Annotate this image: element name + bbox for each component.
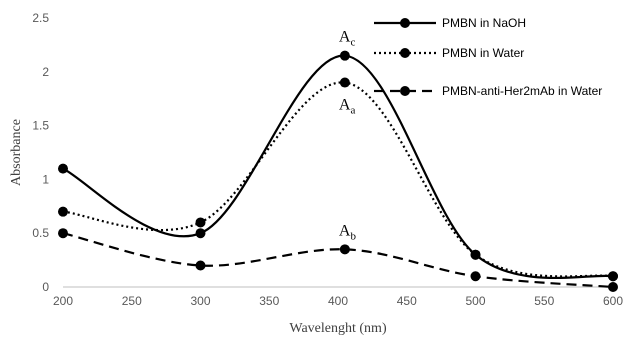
x-axis-ticks: 200 250 300 350 400 450 500 550 600 bbox=[53, 294, 623, 308]
legend-marker bbox=[400, 18, 410, 28]
y-axis-ticks: 0 0.5 1 1.5 2 2.5 bbox=[32, 11, 49, 294]
x-tick-label: 200 bbox=[53, 294, 73, 308]
y-tick-label: 0.5 bbox=[32, 226, 49, 240]
data-point bbox=[608, 271, 618, 282]
legend-label: PMBN in NaOH bbox=[442, 16, 526, 30]
data-point bbox=[339, 77, 350, 88]
x-tick-label: 500 bbox=[465, 294, 485, 308]
x-tick-label: 450 bbox=[397, 294, 417, 308]
data-point bbox=[608, 282, 618, 292]
series-line bbox=[62, 232, 614, 289]
annotation-main: A bbox=[339, 97, 351, 114]
data-point bbox=[58, 206, 68, 217]
peak-annotation: Ac bbox=[339, 29, 356, 49]
data-point bbox=[195, 260, 206, 271]
data-point bbox=[195, 228, 206, 239]
annotation-sub: a bbox=[350, 105, 355, 117]
data-point bbox=[470, 271, 481, 282]
legend: PMBN in NaOH PMBN in Water PMBN-anti-Her2m… bbox=[374, 16, 602, 98]
data-point bbox=[339, 244, 350, 255]
data-point bbox=[470, 249, 481, 260]
annotation-main: A bbox=[339, 222, 351, 239]
annotation-sub: b bbox=[350, 230, 356, 242]
x-tick-label: 350 bbox=[259, 294, 279, 308]
x-tick-label: 550 bbox=[534, 294, 554, 308]
y-tick-label: 1.5 bbox=[32, 119, 49, 133]
data-point bbox=[58, 228, 68, 239]
y-tick-label: 0 bbox=[42, 280, 49, 294]
peak-annotation: Ab bbox=[339, 222, 357, 242]
y-tick-label: 2.5 bbox=[32, 11, 49, 25]
data-point bbox=[58, 163, 68, 174]
legend-item-0: PMBN in NaOH bbox=[374, 16, 526, 30]
legend-item-1: PMBN in Water bbox=[374, 46, 524, 60]
plot-area bbox=[58, 50, 618, 292]
series-1 bbox=[58, 77, 618, 282]
annotation-sub: c bbox=[350, 37, 355, 49]
annotation-main: A bbox=[339, 29, 351, 46]
data-point bbox=[195, 217, 206, 228]
y-axis-title: Absorbance bbox=[9, 119, 24, 186]
x-tick-label: 600 bbox=[603, 294, 623, 308]
y-tick-label: 2 bbox=[42, 65, 49, 79]
x-tick-label: 300 bbox=[190, 294, 210, 308]
legend-item-2: PMBN-anti-Her2mAb in Water bbox=[374, 84, 602, 98]
y-tick-label: 1 bbox=[42, 172, 49, 186]
x-axis-title: Wavelenght (nm) bbox=[289, 321, 387, 336]
x-tick-label: 250 bbox=[122, 294, 142, 308]
series-2 bbox=[58, 228, 618, 292]
legend-marker bbox=[400, 48, 410, 58]
legend-label: PMBN-anti-Her2mAb in Water bbox=[442, 84, 602, 98]
data-point bbox=[339, 50, 350, 61]
legend-label: PMBN in Water bbox=[442, 46, 524, 60]
x-tick-label: 400 bbox=[328, 294, 348, 308]
peak-annotation: Aa bbox=[339, 97, 356, 117]
legend-marker bbox=[400, 86, 410, 96]
